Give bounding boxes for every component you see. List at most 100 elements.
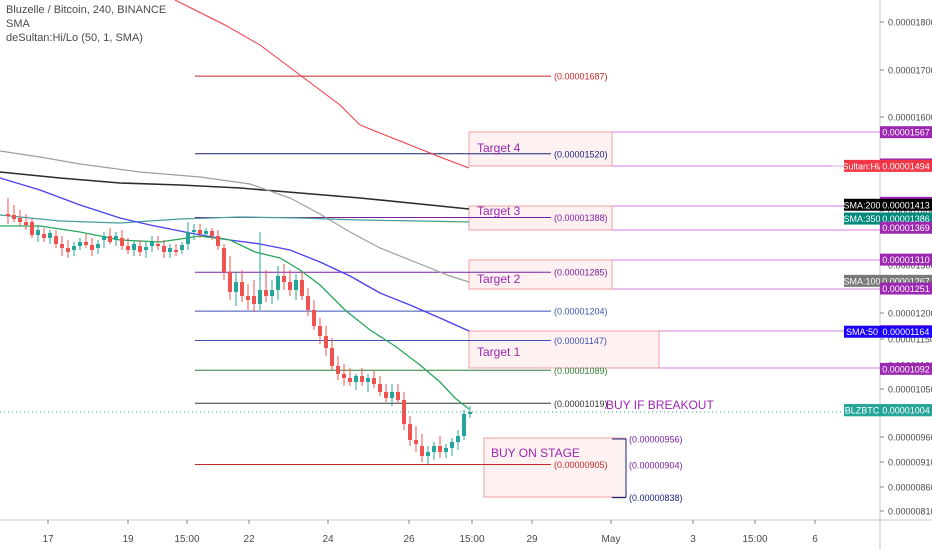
candle-body — [438, 446, 442, 452]
candle-body — [246, 296, 250, 300]
axis-badge-value-bg — [880, 159, 932, 172]
candle-body — [174, 250, 178, 252]
time-tick-label: 19 — [122, 534, 134, 545]
time-tick-label: 24 — [322, 534, 334, 545]
axis-badge-label: SMA:50 — [846, 327, 878, 337]
candle-body — [12, 215, 16, 219]
hilo-indicator-label: deSultan:Hi/Lo (50, 1, SMA) — [6, 32, 143, 44]
candle-body — [312, 310, 316, 326]
candle-body — [216, 236, 220, 246]
candle-body — [156, 244, 160, 246]
candle-body — [126, 246, 130, 250]
candle-body — [294, 280, 298, 290]
candle-body — [360, 376, 364, 382]
target-label: Target 4 — [477, 141, 521, 155]
time-tick-label: 29 — [526, 534, 538, 545]
candle-body — [150, 242, 154, 246]
sma100-line — [0, 150, 470, 283]
candle-body — [450, 442, 454, 448]
candle-body — [354, 376, 358, 382]
hilo-line — [174, 0, 470, 169]
target-zone-box — [468, 330, 660, 369]
candle-body — [324, 336, 328, 348]
candle-body — [282, 276, 286, 282]
candle-body — [168, 248, 172, 252]
candle-body — [252, 296, 256, 304]
candle-body — [276, 276, 280, 290]
candle-body — [372, 378, 376, 384]
time-tick-label: May — [602, 534, 621, 545]
candle-body — [408, 424, 412, 440]
chart-legend: Bluzelle / Bitcoin, 240, BINANCE SMA deS… — [6, 3, 166, 45]
candle-body — [432, 446, 436, 452]
axis-badge-label: SMA:350 — [843, 214, 880, 224]
price-level-label: (0.00001520) — [554, 149, 608, 159]
candle-body — [420, 446, 424, 456]
candle-body — [384, 392, 388, 398]
price-tick-label: 0.00001150 — [888, 335, 932, 345]
candle-body — [318, 326, 322, 336]
price-tick-label: 0.00001200 — [888, 309, 932, 319]
candle-body — [120, 238, 124, 246]
price-tick-label: 0.00000810 — [888, 507, 932, 517]
axis-badge-value: 0.00001386 — [882, 214, 930, 224]
target-label: Target 2 — [477, 272, 521, 286]
price-level-label: (0.00001687) — [554, 72, 608, 82]
time-tick-label: 15:00 — [459, 534, 484, 545]
price-tick-label: 0.00001400 — [888, 207, 932, 217]
candle-body — [210, 231, 214, 236]
axis-badge-tag — [844, 198, 880, 211]
candle-body — [6, 214, 10, 216]
target-zone-box — [483, 437, 627, 498]
candle-body — [264, 290, 268, 296]
candle-body — [306, 296, 310, 310]
price-tick-label: 0.00001050 — [888, 385, 932, 395]
sma350-line — [0, 214, 470, 224]
time-tick-label: 6 — [812, 534, 818, 545]
candle-body — [468, 412, 472, 414]
axis-badge-tag — [844, 212, 880, 225]
candle-body — [90, 245, 94, 250]
axis-badge-tag — [844, 274, 880, 287]
candle-body — [258, 290, 262, 304]
candle-body — [42, 234, 46, 238]
axis-badge-value-bg — [880, 253, 932, 266]
candle-body — [234, 282, 238, 292]
price-level-label: (0.00001147) — [554, 336, 607, 346]
axis-badge-label: BLZBTC — [845, 406, 880, 416]
axis-badge-tag — [844, 159, 880, 172]
axis-badge-tag — [844, 325, 880, 338]
target-label: Target 3 — [477, 204, 521, 218]
buy-stage-annotation: BUY ON STAGE — [491, 446, 580, 460]
symbol-title: Bluzelle / Bitcoin, 240, BINANCE — [6, 4, 167, 16]
price-tick-label: 0.00000860 — [888, 483, 932, 493]
price-level-label: (0.00001285) — [554, 268, 608, 278]
candle-body — [414, 440, 418, 444]
candle-body — [426, 452, 430, 456]
time-tick-label: 26 — [403, 534, 415, 545]
candle-body — [114, 236, 118, 240]
axis-badge-value: 0.00001567 — [882, 128, 930, 138]
buy-zone-level-label: (0.00000904) — [629, 461, 683, 471]
axis-badge-value-bg — [880, 198, 932, 211]
candle-body — [84, 242, 88, 245]
price-tick-label: 0.00001800 — [888, 18, 932, 28]
time-tick-label: 15:00 — [742, 534, 767, 545]
candle-body — [348, 378, 352, 382]
candle-body — [180, 245, 184, 250]
price-level-label: (0.00001388) — [554, 213, 608, 223]
candle-body — [60, 244, 64, 248]
buy-zone-level-label: (0.00000838) — [629, 493, 683, 503]
candle-body — [462, 414, 466, 436]
candle-body — [78, 242, 82, 246]
axis-badge-value-bg — [880, 282, 932, 295]
breakout-annotation: BUY IF BREAKOUT — [606, 398, 714, 412]
price-tick-label: 0.00001600 — [888, 113, 932, 123]
sma50-line — [0, 177, 470, 332]
axis-badge-value-bg — [880, 126, 932, 139]
target-label: Target 1 — [477, 345, 521, 359]
axis-badge-label: SMA:100 — [843, 276, 880, 286]
price-tick-label: 0.00000910 — [888, 458, 932, 468]
